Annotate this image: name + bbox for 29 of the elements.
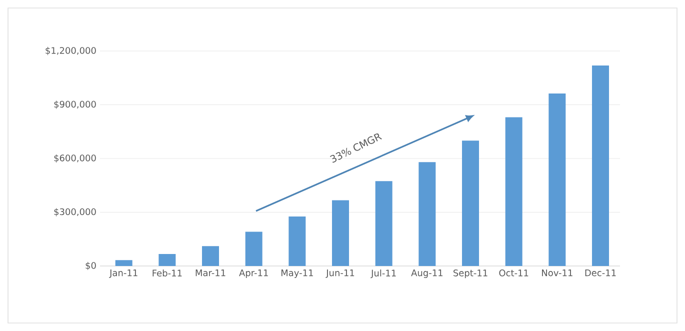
bar <box>418 162 436 266</box>
bar <box>332 200 350 266</box>
bar <box>202 246 220 266</box>
x-tick-label: Dec-11 <box>585 270 616 276</box>
bar <box>245 232 262 266</box>
x-tick-label: Jan-11 <box>109 270 138 278</box>
x-tick-label: Aug-11 <box>411 270 442 278</box>
x-tick-label: Oct-11 <box>499 270 528 276</box>
bar <box>505 117 522 266</box>
y-tick-label: $0 <box>86 262 96 270</box>
x-tick-label: Jul-11 <box>370 270 396 278</box>
bar <box>462 140 479 266</box>
bar <box>592 66 609 266</box>
bar <box>375 181 392 266</box>
x-tick-label: May-11 <box>281 270 313 278</box>
y-tick-label: $900,000 <box>54 100 96 109</box>
y-tick-label: $600,000 <box>54 154 96 163</box>
x-tick-label: Feb-11 <box>152 270 182 276</box>
x-tick-label: Jun-11 <box>326 270 354 278</box>
x-tick-label: Apr-11 <box>239 270 268 278</box>
y-tick-label: $300,000 <box>54 208 96 216</box>
x-tick-label: Sept-11 <box>454 270 488 278</box>
x-tick-label: Mar-11 <box>196 270 226 276</box>
x-tick-label: Nov-11 <box>542 270 572 276</box>
bar <box>115 260 132 266</box>
y-tick-label: $1,200,000 <box>46 46 96 56</box>
bar <box>548 93 566 266</box>
bar <box>288 216 306 266</box>
bar <box>158 254 176 266</box>
